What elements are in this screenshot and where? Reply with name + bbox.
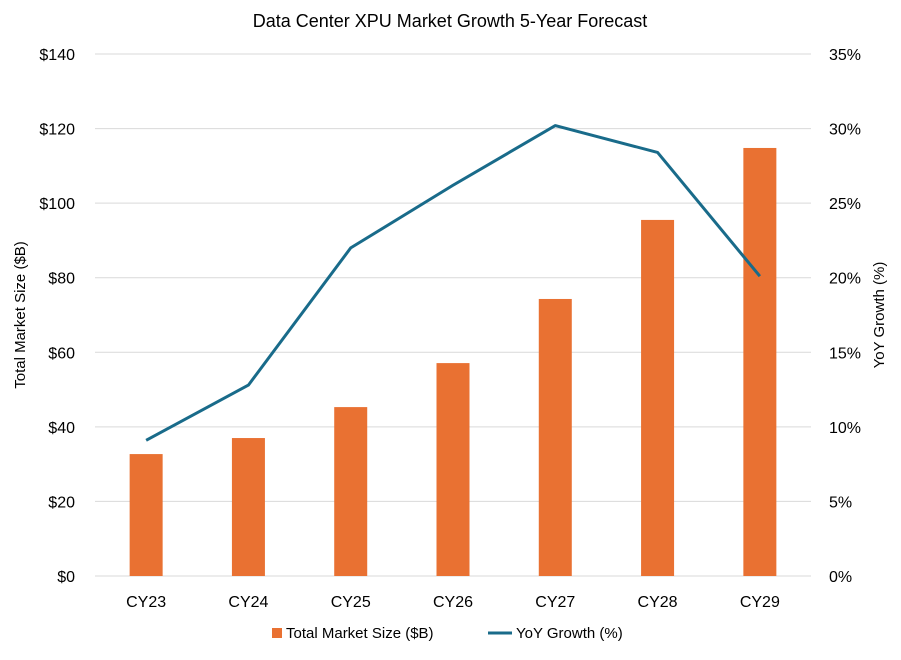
right-tick-label: 15% bbox=[829, 345, 861, 362]
legend-swatch-bar bbox=[272, 628, 282, 638]
left-tick-label: $60 bbox=[48, 345, 75, 362]
chart-title: Data Center XPU Market Growth 5-Year For… bbox=[253, 11, 648, 31]
x-axis-ticks: CY23 CY24 CY25 CY26 CY27 CY28 CY29 bbox=[126, 594, 780, 611]
bar-cy23 bbox=[130, 454, 163, 576]
left-tick-label: $120 bbox=[39, 122, 75, 139]
bar-series bbox=[130, 148, 777, 576]
legend-label-bar: Total Market Size ($B) bbox=[286, 625, 434, 642]
bar-cy25 bbox=[334, 407, 367, 576]
left-tick-label: $40 bbox=[48, 420, 75, 437]
left-tick-label: $0 bbox=[57, 569, 75, 586]
x-tick-label: CY28 bbox=[638, 594, 678, 611]
bar-cy27 bbox=[539, 299, 572, 576]
left-tick-label: $80 bbox=[48, 271, 75, 288]
left-tick-label: $20 bbox=[48, 494, 75, 511]
x-tick-label: CY27 bbox=[535, 594, 575, 611]
x-tick-label: CY24 bbox=[228, 594, 268, 611]
x-tick-label: CY26 bbox=[433, 594, 473, 611]
right-tick-label: 25% bbox=[829, 196, 861, 213]
bar-cy28 bbox=[641, 220, 674, 576]
right-tick-label: 20% bbox=[829, 271, 861, 288]
bar-cy24 bbox=[232, 438, 265, 576]
right-tick-label: 0% bbox=[829, 569, 852, 586]
left-tick-label: $140 bbox=[39, 47, 75, 64]
right-axis-ticks: 0% 5% 10% 15% 20% 25% 30% 35% bbox=[829, 47, 861, 586]
x-tick-label: CY23 bbox=[126, 594, 166, 611]
left-tick-label: $100 bbox=[39, 196, 75, 213]
x-tick-label: CY29 bbox=[740, 594, 780, 611]
right-tick-label: 35% bbox=[829, 47, 861, 64]
right-tick-label: 10% bbox=[829, 420, 861, 437]
bar-cy29 bbox=[743, 148, 776, 576]
legend-label-line: YoY Growth (%) bbox=[516, 625, 623, 642]
left-axis-ticks: $0 $20 $40 $60 $80 $100 $120 $140 bbox=[39, 47, 75, 586]
bar-cy26 bbox=[437, 363, 470, 576]
legend: Total Market Size ($B) YoY Growth (%) bbox=[272, 625, 623, 642]
right-tick-label: 30% bbox=[829, 122, 861, 139]
left-axis-label: Total Market Size ($B) bbox=[12, 241, 29, 389]
right-tick-label: 5% bbox=[829, 494, 852, 511]
x-tick-label: CY25 bbox=[331, 594, 371, 611]
right-axis-label: YoY Growth (%) bbox=[871, 262, 888, 369]
